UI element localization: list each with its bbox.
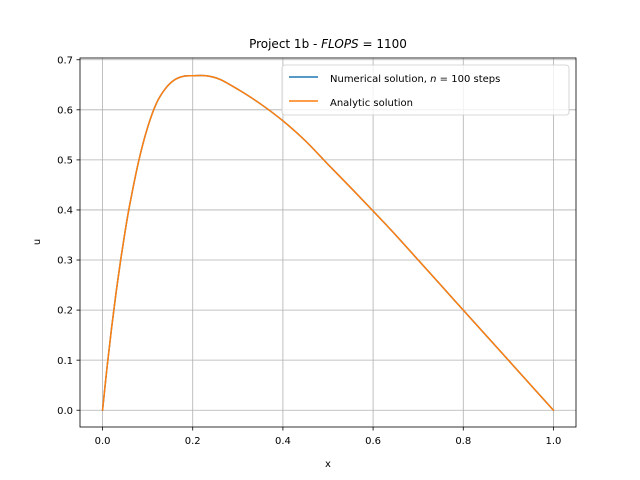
y-tick-label: 0.4 [57, 206, 73, 217]
x-axis-label: x [325, 459, 331, 470]
legend: Numerical solution, n = 100 steps Analyt… [281, 64, 570, 116]
x-tick-label: 0.0 [95, 436, 111, 447]
y-tick-label: 0.1 [57, 356, 73, 367]
y-axis-label: u [32, 239, 43, 245]
x-tick-label: 0.6 [365, 436, 381, 447]
series-line-analytic [101, 74, 555, 412]
chart-title: Project 1b - FLOPS = 1100 [249, 37, 407, 51]
y-tick-label: 0.7 [57, 55, 73, 66]
legend-label-numerical: Numerical solution, n = 100 steps [330, 74, 500, 85]
x-tick-label: 0.2 [185, 436, 201, 447]
plot-frame [79, 57, 577, 428]
series-layer [101, 74, 555, 412]
plot-background [80, 58, 576, 427]
grid-lines [80, 58, 576, 427]
y-tick-label: 0.0 [57, 406, 73, 417]
x-tick-label: 0.8 [455, 436, 471, 447]
ticks-layer: 0.0 0.2 0.4 0.6 0.8 1.0 0.0 0.1 0.2 0.3 0.4 0.5 0.6 0… [57, 55, 561, 447]
plot-area: 0.0 0.2 0.4 0.6 0.8 1.0 0.0 0.1 0.2 0.3 0.4 0.5 0.6 0… [57, 55, 577, 447]
y-tick-label: 0.6 [57, 105, 73, 116]
legend-frame [281, 64, 570, 116]
x-tick-label: 1.0 [546, 436, 562, 447]
y-tick-label: 0.3 [57, 256, 73, 267]
x-tick-label: 0.4 [275, 436, 291, 447]
y-tick-label: 0.5 [57, 155, 73, 166]
legend-label-analytic: Analytic solution [330, 98, 413, 109]
y-tick-label: 0.2 [57, 306, 73, 317]
